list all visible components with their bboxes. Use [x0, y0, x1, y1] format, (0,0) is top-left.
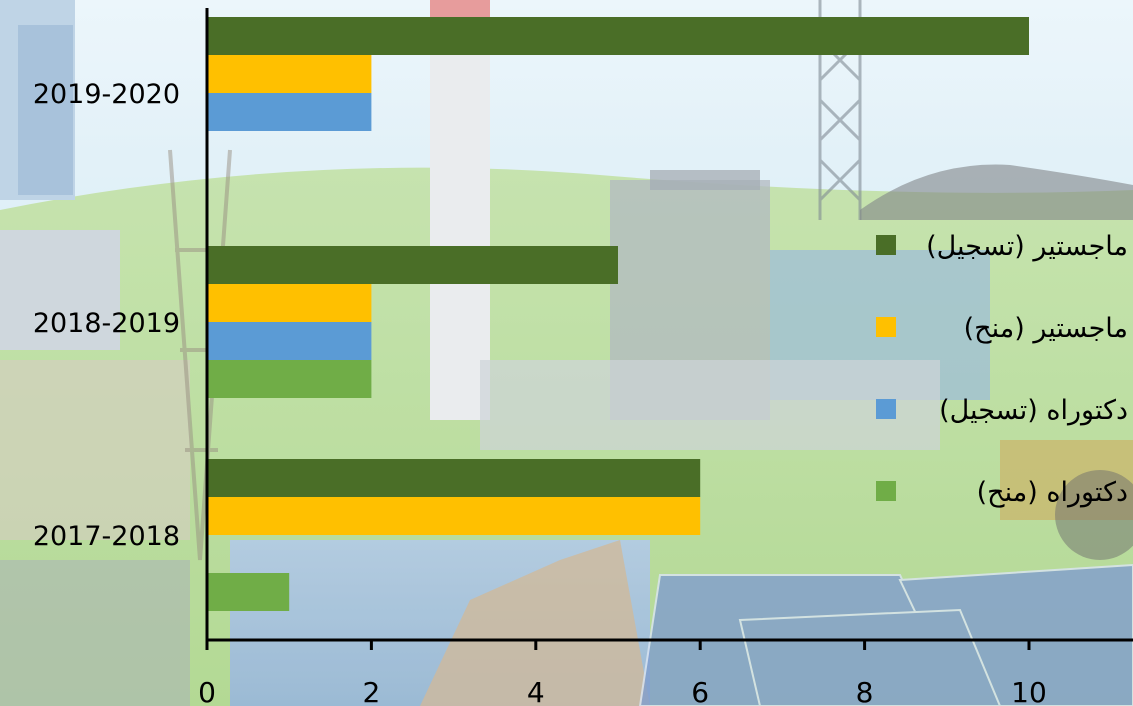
- bar-2018-2019-series-2: [207, 322, 372, 360]
- legend-label: دكتوراه (منح): [977, 477, 1128, 508]
- bar-2019-2020-series-1: [207, 55, 372, 93]
- bar-2018-2019-series-0: [207, 246, 618, 284]
- bars-layer: [207, 17, 1029, 611]
- x-tick-label: 10: [1011, 676, 1047, 706]
- category-label: 2018-2019: [33, 308, 180, 339]
- bar-2019-2020-series-0: [207, 17, 1029, 55]
- bar-2018-2019-series-1: [207, 284, 372, 322]
- category-labels: 2017-2018 2018-2019 2019-2020: [33, 79, 180, 552]
- category-label: 2019-2020: [33, 79, 180, 110]
- x-tick-label: 4: [527, 676, 545, 706]
- bar-2017-2018-series-1: [207, 497, 701, 535]
- bar-2019-2020-series-2: [207, 93, 372, 131]
- legend-swatch: [876, 235, 896, 255]
- x-tick-labels: 0 2 4 6 8 10: [198, 640, 1047, 706]
- legend-swatch: [876, 481, 896, 501]
- bar-2017-2018-series-3: [207, 573, 290, 611]
- legend-swatch: [876, 399, 896, 419]
- category-label: 2017-2018: [33, 521, 180, 552]
- x-tick-label: 2: [362, 676, 380, 706]
- legend-label: ماجستير (منح): [964, 313, 1128, 344]
- bar-2018-2019-series-3: [207, 360, 372, 398]
- legend-label: دكتوراه (تسجيل): [939, 395, 1128, 426]
- legend-swatch: [876, 317, 896, 337]
- legend: ماجستير (تسجيل) ماجستير (منح) دكتوراه (تسج…: [876, 231, 1128, 508]
- legend-label: ماجستير (تسجيل): [926, 231, 1128, 262]
- x-tick-label: 0: [198, 676, 216, 706]
- x-tick-label: 8: [856, 676, 874, 706]
- bar-2017-2018-series-0: [207, 459, 701, 497]
- x-tick-label: 6: [691, 676, 709, 706]
